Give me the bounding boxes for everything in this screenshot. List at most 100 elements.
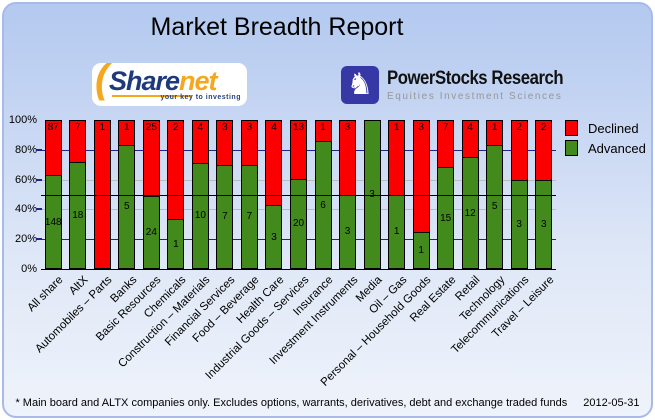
advanced-value-label: 5	[124, 201, 130, 213]
bar-advanced-segment: 5	[486, 144, 504, 269]
advanced-value-label: 20	[292, 218, 305, 230]
y-tick-60	[36, 178, 42, 181]
bar-advanced-segment: 12	[461, 157, 479, 269]
advanced-value-label: 18	[72, 209, 84, 221]
bar-declined-segment: 4	[265, 120, 283, 206]
bar-advanced-segment: 24	[142, 196, 160, 269]
bar-altx: 7 18	[69, 120, 87, 269]
advanced-value-label: 15	[440, 212, 452, 224]
y-axis-label-60pct: 60%	[14, 173, 37, 186]
advanced-value-label: 3	[271, 231, 277, 243]
sharenet-logo: ( Sharenet your key to investing	[92, 57, 247, 106]
knight-chess-icon: ♞	[341, 66, 379, 104]
advanced-value-label: 5	[491, 201, 498, 213]
bar-advanced-segment: 18	[69, 161, 87, 269]
legend-item-advanced: Advanced	[565, 140, 646, 156]
advanced-value-label: 7	[246, 211, 253, 223]
declined-value-label: 2	[516, 122, 522, 133]
advanced-value-label: 10	[194, 210, 206, 222]
bar-declined-segment: 4	[191, 120, 209, 163]
advanced-value-label: 3	[344, 226, 351, 238]
page-title: Market Breadth Report	[150, 13, 404, 41]
sharenet-tagline: your key to investing	[160, 94, 241, 101]
declined-value-label: 2	[540, 122, 547, 133]
bar-advanced-segment: 6	[314, 141, 332, 269]
sharenet-arc-icon: (	[95, 57, 109, 101]
bar-declined-segment: 7	[437, 120, 455, 168]
advanced-value-label: 3	[516, 218, 522, 230]
y-axis-label-80pct: 80%	[14, 143, 37, 156]
bar-advanced-segment: 148	[44, 175, 62, 269]
declined-value-label: 2	[173, 122, 179, 133]
bar-declined-segment: 2	[510, 120, 528, 180]
stacked-bar-plot: 8714871811525242141037374313201633311317…	[36, 120, 556, 270]
bar-advanced-segment: 1	[167, 219, 185, 269]
bar-advanced-segment: 3	[265, 205, 283, 269]
bar-declined-segment: 25	[142, 120, 160, 197]
declined-value-label: 1	[491, 122, 498, 133]
bar-advanced-segment: 15	[437, 167, 455, 269]
declined-value-label: 7	[442, 122, 449, 133]
declined-value-label: 4	[197, 122, 204, 133]
bar-declined-segment: 3	[339, 120, 357, 195]
declined-value-label: 13	[292, 122, 305, 133]
bar-industrial-goods-services: 13 20	[290, 120, 307, 269]
bar-real-estate: 7 15	[437, 120, 455, 269]
declined-value-label: 3	[246, 122, 253, 133]
y-tick-20	[36, 238, 42, 241]
bar-declined-segment: 3	[240, 120, 258, 165]
y-tick-80	[36, 148, 42, 151]
sharenet-underline	[112, 95, 192, 97]
declined-value-label: 7	[75, 122, 81, 133]
bar-advanced-segment: 10	[191, 162, 209, 269]
bar-declined-segment: 3	[412, 120, 430, 232]
bar-declined-segment: 1	[118, 120, 136, 145]
footer: * Main board and ALTX companies only. Ex…	[4, 397, 651, 409]
declined-value-label: 3	[344, 122, 351, 133]
bar-declined-segment: 1	[388, 120, 406, 195]
bar-advanced-segment: 1	[412, 231, 430, 269]
y-tick-40	[36, 208, 42, 211]
declined-value-label: 1	[393, 122, 400, 133]
bar-advanced-segment: 5	[118, 144, 136, 269]
advanced-value-label: 1	[393, 226, 400, 238]
bar-advanced-segment: 1	[388, 194, 406, 269]
advanced-value-label: 148	[44, 216, 62, 228]
bar-advanced-segment: 3	[535, 179, 553, 269]
bar-declined-segment: 1	[486, 120, 504, 145]
advanced-value-label: 12	[464, 207, 476, 219]
bar-advanced-segment: 3	[510, 179, 528, 269]
sharenet-wordmark: Sharenet	[109, 66, 218, 96]
legend-label: Advanced	[588, 140, 646, 156]
declined-value-label: 4	[271, 122, 277, 133]
bar-construction-materials: 4 10	[191, 120, 209, 269]
y-axis-label-100pct: 100%	[8, 114, 37, 126]
bar-advanced-segment: 20	[290, 178, 307, 269]
declined-value-label: 1	[320, 122, 326, 133]
bar-all-share: 87 148	[44, 120, 62, 269]
footnote-text: * Main board and ALTX companies only. Ex…	[15, 397, 568, 409]
y-axis-label-20pct: 20%	[14, 233, 37, 246]
declined-value-label: 1	[99, 122, 106, 133]
advanced-value-label: 6	[320, 199, 326, 211]
advanced-value-label: 7	[222, 211, 228, 223]
legend-swatch-advanced	[565, 140, 578, 156]
bar-declined-segment: 2	[167, 120, 185, 220]
bar-advanced-segment: 3	[339, 194, 357, 269]
legend-label: Declined	[588, 120, 639, 136]
declined-value-label: 3	[418, 122, 424, 133]
advanced-value-label: 3	[540, 218, 547, 230]
declined-value-label: 3	[222, 122, 228, 133]
powerstocks-title: PowerStocks Research	[387, 68, 564, 89]
bar-declined-segment: 3	[216, 120, 234, 165]
y-axis-label-40pct: 40%	[14, 203, 37, 216]
legend-swatch-declined	[565, 120, 578, 136]
powerstocks-subtitle: Equities Investment Sciences	[387, 91, 563, 102]
